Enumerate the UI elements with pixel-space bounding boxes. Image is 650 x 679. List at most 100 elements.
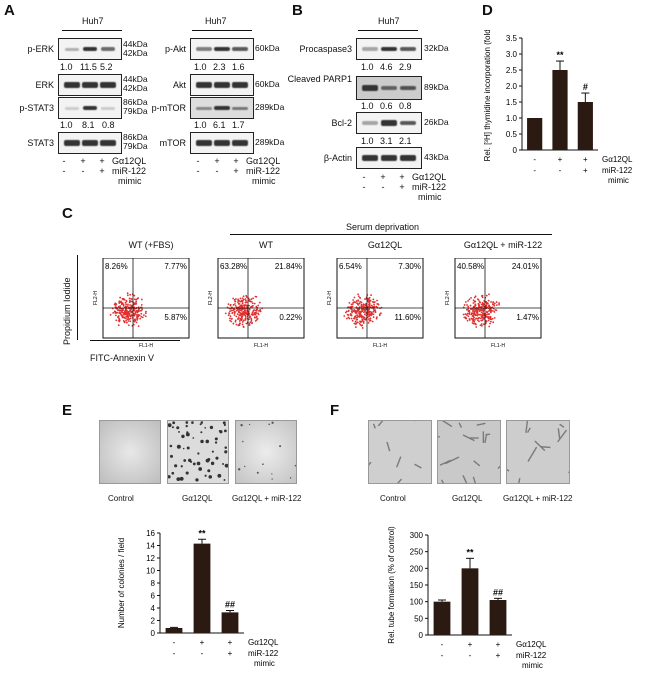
- quant-value: 1.0: [361, 62, 374, 72]
- treatment-label: Gα12QL: [602, 155, 633, 164]
- treatment-label: mimic: [608, 176, 629, 185]
- treatment-sign: -: [62, 156, 66, 166]
- treatment-sign: -: [196, 166, 200, 176]
- bar: [433, 601, 451, 635]
- mw-marker: 289kDa: [255, 137, 285, 147]
- treatment-label: mimic: [254, 659, 275, 668]
- mw-marker: 79kDa: [123, 141, 148, 151]
- blot-label-pstat3: p-STAT3: [19, 103, 54, 113]
- flow-y-arrow: [77, 255, 78, 340]
- treatment-sign: +: [468, 640, 473, 649]
- blot-label-cleaved-parp1: Cleaved PARP1: [287, 74, 352, 84]
- chart-f: 0 50 100 150 200 250 300 Rel. tube formation (%…: [387, 526, 547, 670]
- flow-plot: 6.54% 7.30% 11.60% FL1-H FL2-H: [327, 258, 424, 349]
- panel-label-f: F: [330, 402, 340, 419]
- flow-plot: 8.26% 7.77% 5.87% FL1-H FL2-H: [93, 258, 190, 349]
- scatter-events: [224, 294, 264, 329]
- y-tick-label: 50: [414, 614, 423, 623]
- axis-label-x: FL1-H: [373, 343, 387, 349]
- y-tick-label: 2: [151, 617, 156, 626]
- quant-value: 1.0: [60, 62, 73, 72]
- blot-label-procaspase3: Procaspase3: [299, 44, 352, 54]
- mw-marker: 86kDa: [123, 97, 148, 107]
- blot-label-bcl2: Bcl-2: [331, 118, 352, 128]
- treatment-label: miR-122: [516, 651, 547, 660]
- blot-perk: [58, 38, 122, 60]
- bar: [193, 543, 211, 633]
- flow-x-arrow: [90, 340, 180, 341]
- quant-value: 1.0: [194, 120, 207, 130]
- axis-label-y: FL2-H: [327, 291, 333, 305]
- serum-bracket: [230, 234, 552, 235]
- blot-label-erk: ERK: [35, 80, 54, 90]
- mw-marker: 89kDa: [424, 82, 449, 92]
- significance-label: #: [583, 82, 588, 92]
- quant-value: 1.0: [194, 62, 207, 72]
- blot-pakt: [190, 38, 254, 60]
- y-tick-label: 3.0: [506, 50, 518, 59]
- cell-line-bracket: [62, 30, 122, 31]
- cell-line-label: Huh7: [378, 16, 400, 26]
- colony-image-g12ql-mir122: [235, 420, 297, 484]
- treatment-sign: -: [362, 182, 366, 192]
- flow-plot-title: WT (+FBS): [128, 240, 174, 250]
- mw-marker: 42kDa: [123, 83, 148, 93]
- y-tick-label: 300: [410, 531, 424, 540]
- quadrant-ur-value: 21.84%: [275, 262, 302, 271]
- mw-marker: 86kDa: [123, 132, 148, 142]
- panel-label-c: C: [62, 205, 73, 222]
- blot-erk: [58, 74, 122, 96]
- quant-value: 5.2: [100, 62, 113, 72]
- flow-xlabel: FITC-Annexin V: [90, 353, 155, 363]
- treatment-label: Gα12QL: [246, 156, 281, 166]
- treatment-sign: -: [533, 166, 536, 175]
- image-caption: Gα12QL + miR-122: [503, 494, 573, 503]
- quant-value: 1.7: [232, 120, 245, 130]
- blot-label-pakt: p-Akt: [164, 44, 186, 54]
- treatment-label: miR-122: [246, 166, 281, 176]
- quant-value: 8.1: [82, 120, 95, 130]
- cell-line-label: Huh7: [205, 16, 227, 26]
- quadrant-lr-value: 1.47%: [516, 313, 539, 322]
- treatment-label: mimic: [418, 192, 442, 202]
- mw-marker: 44kDa: [123, 74, 148, 84]
- treatment-label: miR-122: [112, 166, 147, 176]
- treatment-sign: +: [233, 166, 239, 176]
- tube-image-control: [368, 420, 432, 484]
- quadrant-ul-value: 8.26%: [105, 262, 128, 271]
- treatment-sign: -: [441, 651, 444, 660]
- treatment-sign: +: [583, 166, 588, 175]
- treatment-sign: -: [215, 166, 219, 176]
- chart-d: 0 0.5 1.0 1.5 2.0 2.5 3.0 3.5 Rel. [³H] thymidin…: [483, 30, 633, 185]
- blot-beta-actin: [356, 147, 422, 169]
- treatment-sign: -: [362, 172, 366, 182]
- quant-value: 1.0: [60, 120, 73, 130]
- y-tick-label: 3.5: [506, 34, 518, 43]
- blot-label-akt: Akt: [172, 80, 186, 90]
- quadrant-lr-value: 11.60%: [394, 313, 421, 322]
- mw-marker: 42kDa: [123, 48, 148, 58]
- cell-line-bracket: [358, 30, 418, 31]
- blot-stat3: [58, 132, 122, 154]
- bar: [577, 102, 593, 150]
- treatment-sign: -: [173, 649, 176, 658]
- quant-value: 0.6: [380, 101, 393, 111]
- treatment-sign: +: [496, 651, 501, 660]
- y-axis-label: Rel. [³H] thymidine incorporation (fold): [483, 30, 492, 161]
- y-tick-label: 8: [151, 579, 156, 588]
- treatment-sign: +: [99, 156, 105, 166]
- y-axis-label: Number of colonies / field: [117, 538, 126, 628]
- mw-marker: 79kDa: [123, 106, 148, 116]
- treatment-sign: -: [81, 166, 85, 176]
- treatment-sign: -: [196, 156, 200, 166]
- treatment-sign: +: [380, 172, 386, 182]
- axis-label-x: FL1-H: [491, 343, 505, 349]
- quant-value: 4.6: [380, 62, 393, 72]
- quant-value: 2.3: [213, 62, 226, 72]
- treatment-sign: +: [214, 156, 220, 166]
- axis-label-x: FL1-H: [254, 343, 268, 349]
- treatment-label: mimic: [522, 661, 543, 670]
- flow-plot-title: Gα12QL: [367, 240, 403, 250]
- treatment-label: Gα12QL: [248, 638, 279, 647]
- significance-label: ##: [225, 600, 235, 610]
